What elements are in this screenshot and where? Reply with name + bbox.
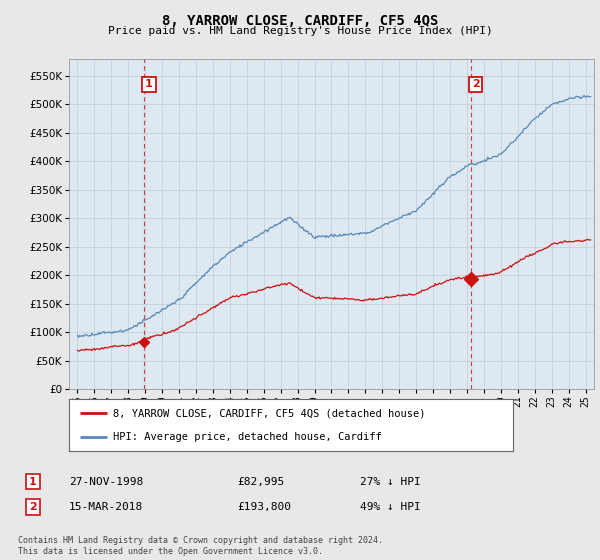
Text: £82,995: £82,995 [237,477,284,487]
Text: 8, YARROW CLOSE, CARDIFF, CF5 4QS (detached house): 8, YARROW CLOSE, CARDIFF, CF5 4QS (detac… [113,408,426,418]
Text: 1: 1 [29,477,37,487]
Text: 2: 2 [472,80,479,90]
Text: 27-NOV-1998: 27-NOV-1998 [69,477,143,487]
Text: 1: 1 [145,80,153,90]
Text: 49% ↓ HPI: 49% ↓ HPI [360,502,421,512]
Text: 15-MAR-2018: 15-MAR-2018 [69,502,143,512]
Text: HPI: Average price, detached house, Cardiff: HPI: Average price, detached house, Card… [113,432,382,442]
Text: 2: 2 [29,502,37,512]
Text: Price paid vs. HM Land Registry's House Price Index (HPI): Price paid vs. HM Land Registry's House … [107,26,493,36]
Text: 8, YARROW CLOSE, CARDIFF, CF5 4QS: 8, YARROW CLOSE, CARDIFF, CF5 4QS [162,14,438,28]
Text: £193,800: £193,800 [237,502,291,512]
Text: Contains HM Land Registry data © Crown copyright and database right 2024.
This d: Contains HM Land Registry data © Crown c… [18,536,383,556]
Text: 27% ↓ HPI: 27% ↓ HPI [360,477,421,487]
